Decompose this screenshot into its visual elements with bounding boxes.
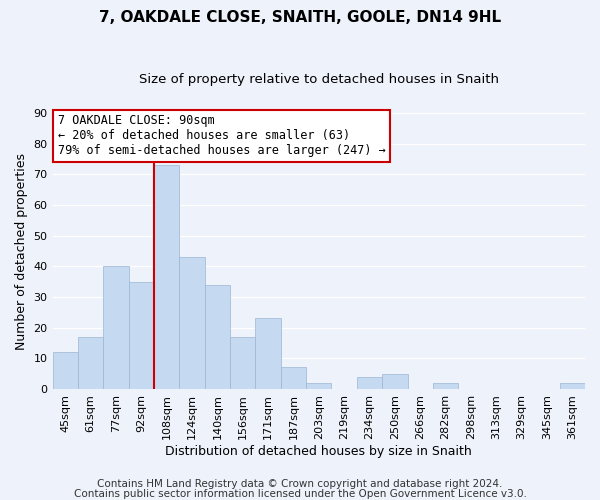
Bar <box>433 383 458 389</box>
Bar <box>306 383 331 389</box>
Title: Size of property relative to detached houses in Snaith: Size of property relative to detached ho… <box>139 72 499 86</box>
Text: 7, OAKDALE CLOSE, SNAITH, GOOLE, DN14 9HL: 7, OAKDALE CLOSE, SNAITH, GOOLE, DN14 9H… <box>99 10 501 25</box>
Y-axis label: Number of detached properties: Number of detached properties <box>15 152 28 350</box>
Text: Contains HM Land Registry data © Crown copyright and database right 2024.: Contains HM Land Registry data © Crown c… <box>97 479 503 489</box>
Bar <box>205 284 230 389</box>
Bar <box>357 376 382 389</box>
Bar <box>154 165 179 389</box>
X-axis label: Distribution of detached houses by size in Snaith: Distribution of detached houses by size … <box>166 444 472 458</box>
Bar <box>281 368 306 389</box>
Bar <box>230 337 256 389</box>
Bar <box>382 374 407 389</box>
Bar <box>103 266 128 389</box>
Bar <box>53 352 78 389</box>
Text: Contains public sector information licensed under the Open Government Licence v3: Contains public sector information licen… <box>74 489 526 499</box>
Text: 7 OAKDALE CLOSE: 90sqm
← 20% of detached houses are smaller (63)
79% of semi-det: 7 OAKDALE CLOSE: 90sqm ← 20% of detached… <box>58 114 386 158</box>
Bar <box>256 318 281 389</box>
Bar <box>78 337 103 389</box>
Bar <box>128 282 154 389</box>
Bar <box>179 257 205 389</box>
Bar <box>560 383 585 389</box>
